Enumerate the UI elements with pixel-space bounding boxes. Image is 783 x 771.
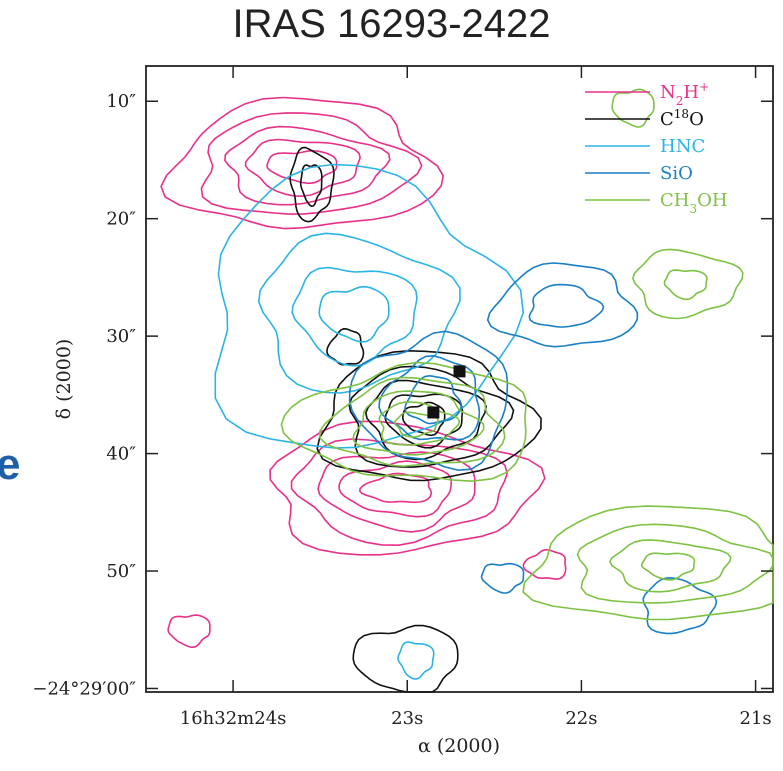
x-axis-label: α (2000) — [418, 735, 500, 757]
y-tick-label: −24°29′00″ — [32, 678, 136, 699]
y-tick-label: 20″ — [106, 209, 136, 230]
source-marker-a — [427, 406, 440, 419]
x-tick-label: 23s — [391, 708, 423, 729]
contour-ch3oh-level-2 — [576, 523, 774, 604]
contour-n2h-level-5 — [358, 472, 433, 504]
contour-n2h-level-4 — [338, 460, 453, 518]
contour-ch3oh-level-1 — [632, 248, 744, 320]
contour-hnc-level-2 — [257, 232, 461, 394]
y-tick-label: 50″ — [106, 561, 136, 582]
contour-n2h-level-1 — [522, 548, 567, 580]
contour-c18o-level-5 — [401, 401, 446, 437]
contour-n2h-level-2 — [200, 112, 423, 215]
contour-sio-level-1 — [486, 262, 639, 348]
x-tick-label: 21s — [740, 708, 772, 729]
contour-hnc-level-1 — [397, 641, 435, 680]
contour-c18o-level-1 — [326, 327, 365, 366]
chart-title: IRAS 16293-2422 — [232, 2, 551, 46]
x-tick-label: 22s — [565, 708, 597, 729]
contour-ch3oh-level-1 — [522, 505, 774, 621]
contour-ch3oh-level-2 — [319, 376, 506, 468]
source-markers — [427, 365, 466, 419]
contour-sio-level-3 — [404, 374, 463, 425]
contour-hnc-level-1 — [214, 163, 525, 449]
contour-ch3oh-level-4 — [640, 552, 696, 581]
y-axis-ticks: 10″ 20″ 30″ 40″ 50″ −24°29′00″ — [32, 91, 773, 699]
contour-sio-level-2 — [528, 283, 605, 328]
contour-sio-level-1 — [642, 577, 718, 635]
contour-c18o-level-3 — [364, 379, 487, 461]
contour-ch3oh-level-2 — [663, 269, 708, 301]
legend-label: HNC — [660, 136, 705, 157]
contour-ch3oh-level-1 — [280, 361, 527, 483]
contour-ch3oh-level-3 — [352, 390, 485, 456]
plot-frame — [145, 65, 774, 693]
legend: N2H+C18O HNC SiO CH3OH — [585, 80, 728, 216]
legend-label: C18O — [660, 107, 704, 130]
legend-label: CH3OH — [660, 190, 728, 216]
contour-n2h-level-5 — [266, 149, 338, 185]
y-tick-label: 40″ — [106, 444, 136, 465]
y-axis-label: δ (2000) — [53, 339, 75, 420]
x-tick-label: 16h32m24s — [180, 708, 287, 729]
contour-c18o-level-1 — [352, 624, 459, 693]
x-axis-ticks: 16h32m24s 23s 22s 21s — [180, 66, 772, 729]
contour-n2h-level-3 — [224, 125, 391, 206]
cropped-side-text: e — [0, 440, 21, 489]
legend-label: N2H+ — [660, 80, 709, 108]
contour-ch3oh-level-3 — [609, 539, 732, 593]
contour-sio-level-1 — [348, 330, 509, 472]
contour-n2h-level-4 — [244, 138, 361, 198]
y-tick-label: 10″ — [106, 91, 136, 112]
y-tick-label: 30″ — [106, 326, 136, 347]
contour-n2h-level-1 — [160, 96, 445, 230]
contour-c18o-level-1 — [289, 146, 335, 223]
legend-label: SiO — [660, 163, 693, 184]
source-marker-b — [453, 365, 466, 378]
contour-n2h-level-3 — [317, 451, 476, 533]
contour-layer — [160, 88, 774, 693]
contour-sio-level-1 — [480, 562, 525, 594]
contour-c18o-level-2 — [348, 365, 515, 468]
contour-ch3oh-level-5 — [393, 411, 440, 438]
contour-sio-level-2 — [378, 354, 481, 441]
contour-n2h-level-1 — [167, 614, 211, 649]
contour-hnc-level-3 — [291, 266, 418, 367]
contour-ch3oh-level-1 — [611, 88, 655, 128]
contour-hnc-level-4 — [318, 285, 390, 343]
contour-c18o-level-2 — [299, 164, 323, 208]
